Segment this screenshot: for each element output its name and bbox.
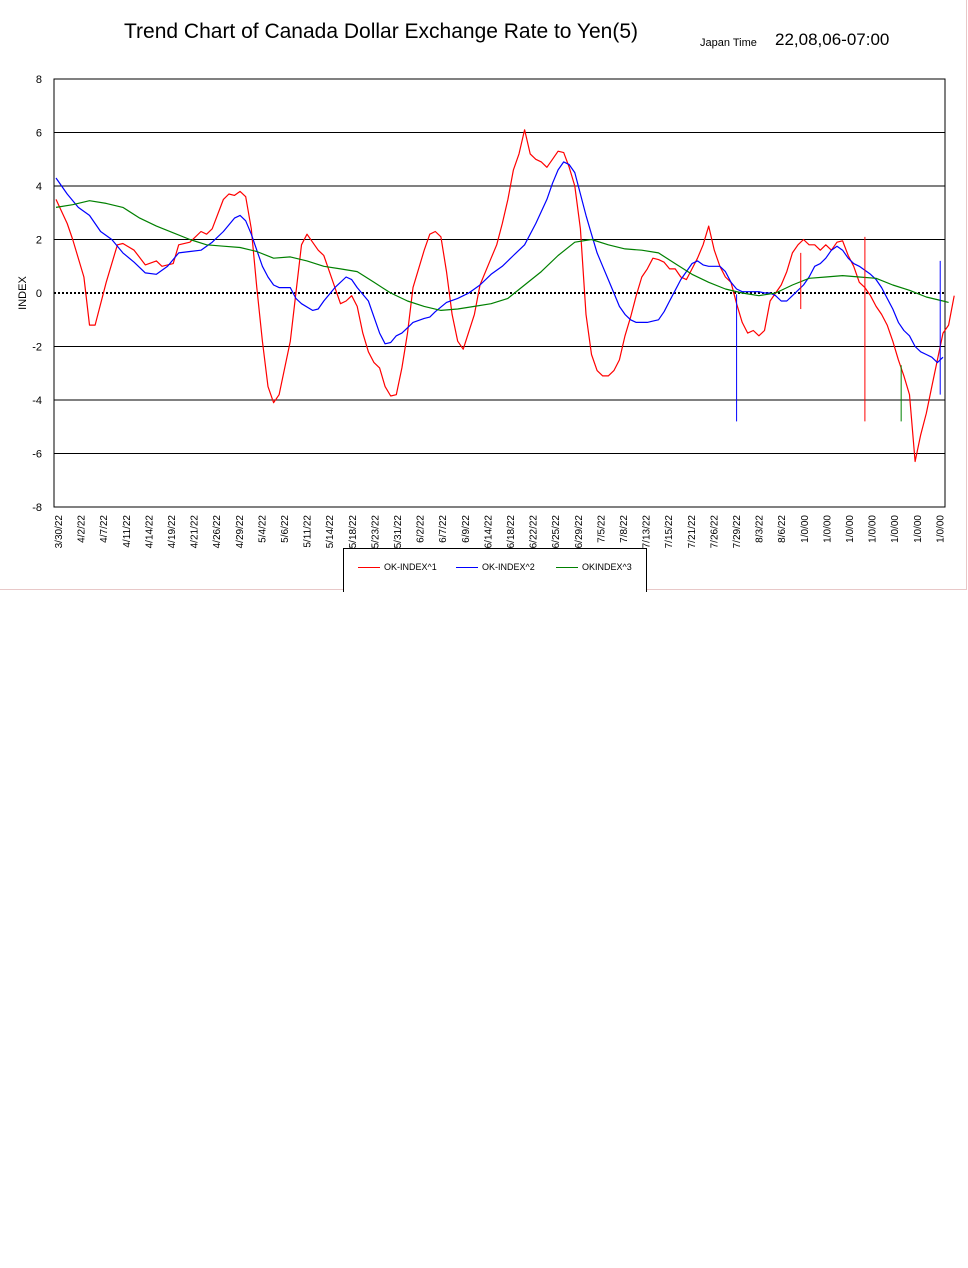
plot-area [53,78,946,508]
y-tick-label: 6 [36,128,42,140]
x-tick-label: 1/0/00 [845,515,856,543]
chart-legend: OK-INDEX^1 OK-INDEX^2 OKINDEX^3 [343,548,647,592]
y-axis-label: INDEX [17,276,29,310]
x-tick-label: 5/6/22 [280,515,291,543]
chart-title: Trend Chart of Canada Dollar Exchange Ra… [124,20,639,43]
legend-label-1: OK-INDEX^1 [384,562,437,572]
x-tick-label: 4/2/22 [77,515,88,543]
x-tick-label: 8/6/22 [777,515,788,543]
y-tick-label: 2 [36,235,42,247]
legend-item-3: OKINDEX^3 [556,562,632,572]
y-tick-label: 8 [36,74,42,86]
y-tick-label: -4 [32,395,42,407]
x-tick-label: 1/0/00 [913,515,924,543]
x-tick-label: 6/14/22 [483,515,494,549]
legend-item-1: OK-INDEX^1 [358,562,437,572]
y-tick-label: -6 [32,449,42,461]
y-tick-label: 4 [36,181,42,193]
series-line-3 [55,200,949,311]
x-tick-label: 1/0/00 [868,515,879,543]
x-tick-label: 7/26/22 [709,515,720,549]
x-tick-label: 7/13/22 [642,515,653,549]
x-tick-label: 6/2/22 [416,515,427,543]
x-tick-label: 4/14/22 [144,515,155,549]
x-tick-label: 1/0/00 [800,515,811,543]
x-tick-label: 5/11/22 [303,515,314,548]
x-tick-label: 6/7/22 [438,515,449,543]
x-tick-label: 4/19/22 [167,515,178,549]
x-tick-label: 8/3/22 [755,515,766,543]
x-tick-label: 6/22/22 [529,515,540,549]
x-tick-label: 7/21/22 [687,515,698,549]
chart-plot: 8 6 4 2 0 -2 -4 -6 -8 INDEX 3/30/22 4/2/22 4/7/22 4/1… [17,74,955,549]
legend-item-2: OK-INDEX^2 [456,562,535,572]
y-tick-label: -2 [32,342,42,354]
x-tick-label: 7/15/22 [664,515,675,549]
x-tick-label: 4/11/22 [122,515,133,548]
series-line-2 [55,161,944,364]
legend-swatch-2 [456,567,478,569]
x-tick-label: 5/18/22 [348,515,359,549]
x-tick-label: 6/9/22 [461,515,472,543]
x-tick-label: 4/26/22 [212,515,223,549]
x-tick-label: 4/21/22 [190,515,201,549]
x-tick-label: 7/29/22 [732,515,743,549]
x-tick-label: 4/7/22 [99,515,110,543]
x-tick-label: 7/5/22 [596,515,607,543]
time-value: 22,08,06-07:00 [775,30,890,49]
x-tick-label: 7/8/22 [619,515,630,543]
x-tick-label: 1/0/00 [822,515,833,543]
y-tick-label: 0 [36,288,42,300]
legend-swatch-3 [556,567,578,569]
x-tick-label: 6/18/22 [506,515,517,549]
x-tick-label: 5/4/22 [257,515,268,543]
x-tick-label: 5/14/22 [325,515,336,549]
x-tick-label: 6/29/22 [574,515,585,549]
x-tick-label: 4/29/22 [235,515,246,549]
x-tick-label: 6/25/22 [551,515,562,549]
y-tick-label: -8 [32,502,42,514]
time-label: Japan Time [700,37,757,49]
legend-label-3: OKINDEX^3 [582,562,632,572]
legend-swatch-1 [358,567,380,569]
x-tick-label: 1/0/00 [890,515,901,543]
legend-label-2: OK-INDEX^2 [482,562,535,572]
series-line-1 [55,129,955,463]
x-tick-label: 5/31/22 [393,515,404,549]
x-tick-label: 1/0/00 [935,515,946,543]
x-tick-label: 3/30/22 [54,515,65,549]
x-tick-label: 5/23/22 [370,515,381,549]
